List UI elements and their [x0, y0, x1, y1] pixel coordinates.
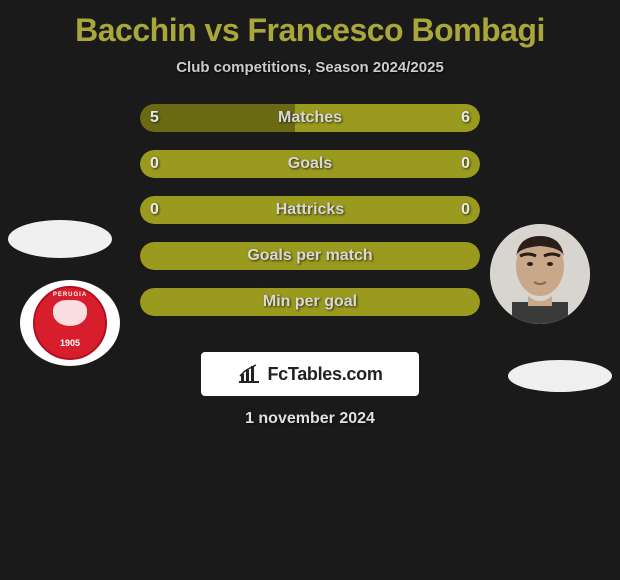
page-title: Bacchin vs Francesco Bombagi [0, 0, 620, 49]
stat-row-matches: 56Matches [140, 104, 480, 132]
stat-row-goals-per-match: Goals per match [140, 242, 480, 270]
stat-label: Hattricks [140, 201, 480, 219]
stat-row-hattricks: 00Hattricks [140, 196, 480, 224]
stat-row-min-per-goal: Min per goal [140, 288, 480, 316]
club-badge-perugia: PERUGIA 1905 [33, 286, 107, 360]
stat-bars: 56Matches 00Goals 00Hattricks Goals per mat… [140, 104, 480, 334]
brand-text: FcTables.com [267, 364, 382, 385]
club-name: PERUGIA [53, 292, 87, 298]
title-vs: vs [205, 12, 240, 48]
player2-club-badge-placeholder [508, 360, 612, 392]
player2-avatar [490, 224, 590, 324]
title-player1: Bacchin [75, 12, 196, 48]
comparison-main: PERUGIA 1905 56Matches 00Goals 00Hattricks… [0, 104, 620, 364]
player1-avatar-placeholder [8, 220, 112, 258]
player1-club-badge-container: PERUGIA 1905 [20, 280, 120, 366]
stat-label: Matches [140, 109, 480, 127]
stat-label: Goals [140, 155, 480, 173]
date-label: 1 november 2024 [0, 410, 620, 428]
brand-attribution: FcTables.com [201, 352, 419, 396]
stat-label: Goals per match [140, 247, 480, 265]
stat-row-goals: 00Goals [140, 150, 480, 178]
title-player2: Francesco Bombagi [248, 12, 545, 48]
avatar-icon [490, 224, 590, 324]
bar-chart-icon [237, 364, 261, 384]
club-year: 1905 [60, 338, 80, 348]
stat-label: Min per goal [140, 293, 480, 311]
subtitle: Club competitions, Season 2024/2025 [0, 59, 620, 76]
